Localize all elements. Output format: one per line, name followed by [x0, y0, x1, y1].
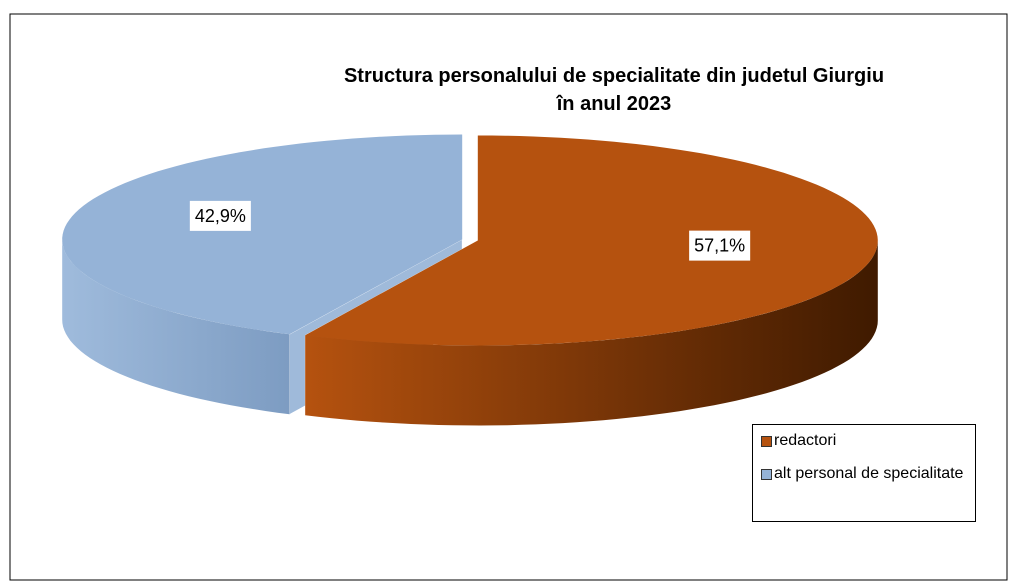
slice — [305, 135, 878, 346]
legend-label: alt personal de specialitate — [774, 465, 964, 482]
chart-title: în anul 2023 — [556, 93, 672, 115]
slice — [62, 134, 463, 335]
legend-swatch — [761, 436, 772, 447]
legend-entry: redactori — [761, 431, 967, 450]
slice-side — [305, 240, 878, 426]
legend-entry: alt personal de specialitate — [761, 464, 967, 483]
legend-swatch — [761, 469, 772, 480]
chart-title: Structura personalului de specialitate d… — [344, 65, 884, 87]
data-label-box — [189, 200, 251, 231]
data-label: 57,1% — [694, 236, 745, 256]
legend: redactori alt personal de specialitate — [752, 424, 976, 522]
data-label: 42,9% — [195, 206, 246, 226]
slice-side — [62, 239, 290, 415]
legend-label: redactori — [774, 432, 837, 449]
data-label-box — [689, 230, 751, 261]
